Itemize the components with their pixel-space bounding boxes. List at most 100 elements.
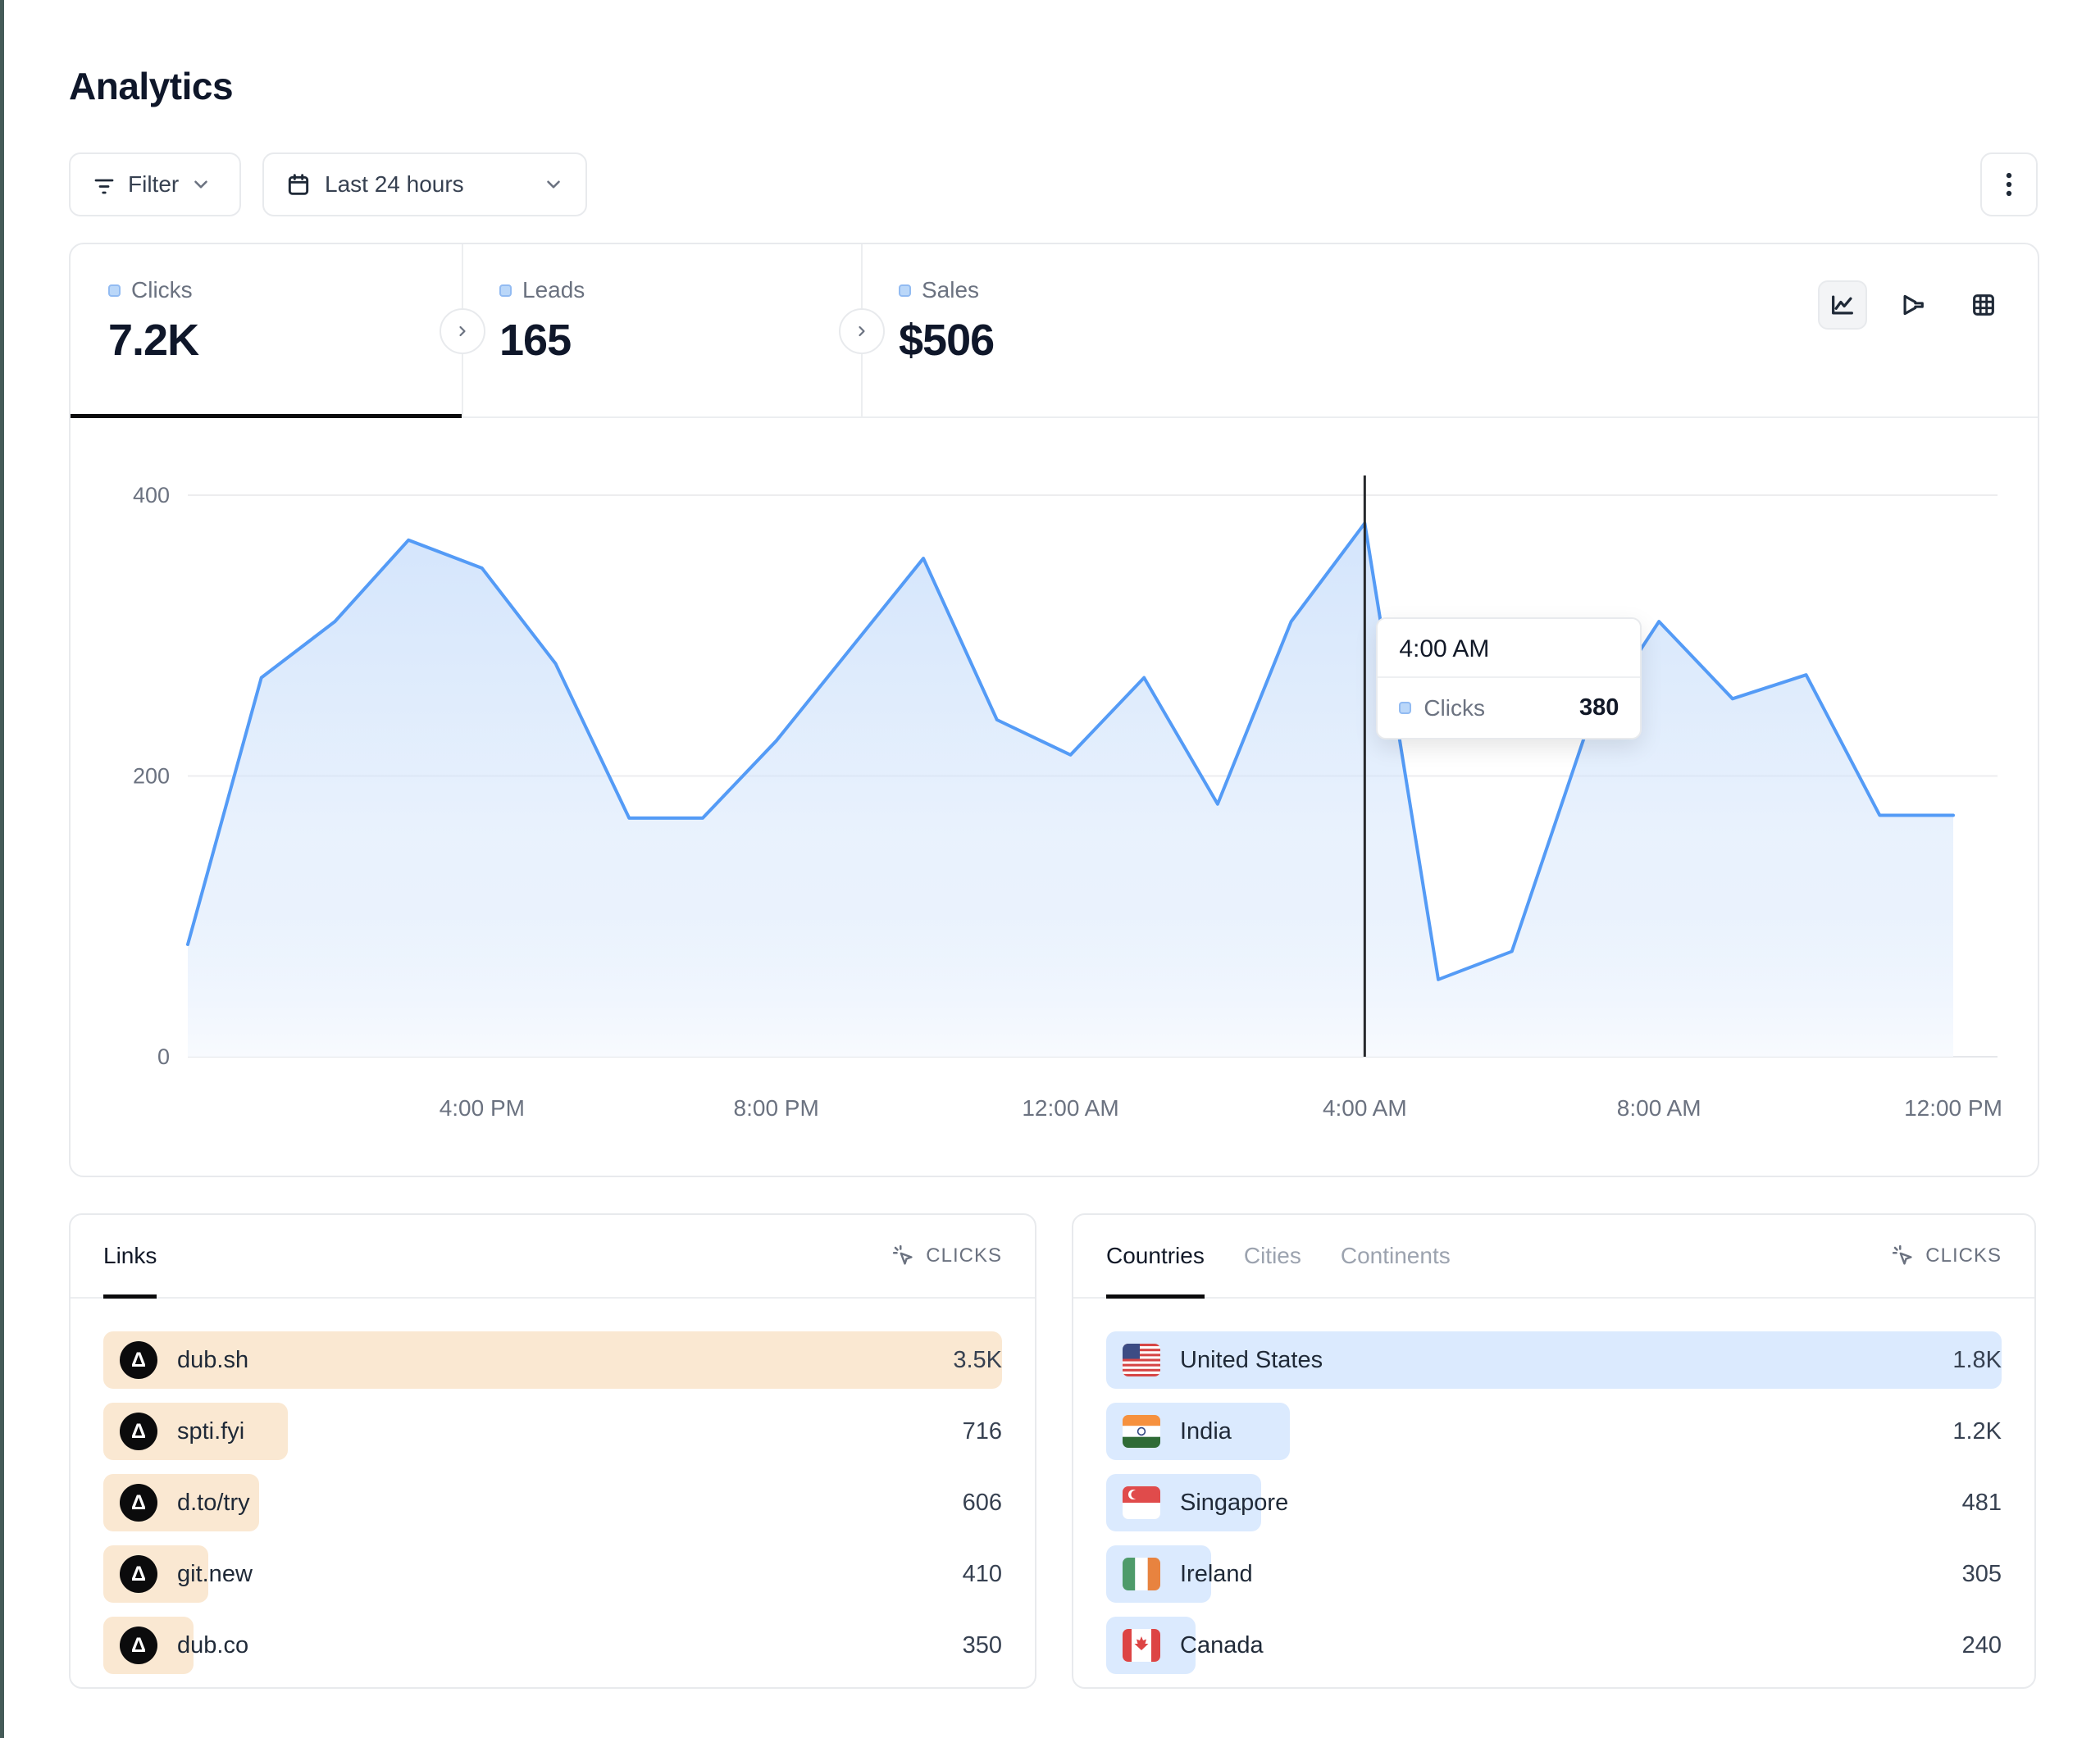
tooltip-divider <box>1378 676 1641 678</box>
more-options-button[interactable] <box>1980 152 2038 216</box>
analytics-card: Clicks 7.2K Leads 165 Sales $506 <box>69 243 2039 1177</box>
row-label: Singapore <box>1180 1489 1289 1516</box>
chevron-down-icon <box>194 180 208 189</box>
links-tab-label: Links <box>103 1243 157 1268</box>
cities-tab-label: Cities <box>1243 1243 1301 1268</box>
expand-leads-chevron-button[interactable] <box>839 308 885 354</box>
page-title: Analytics <box>69 65 234 107</box>
sg-flag-icon <box>1123 1486 1160 1519</box>
y-axis-tick-label: 200 <box>133 764 170 789</box>
row-bar: Δ <box>103 1403 288 1460</box>
row-value: 1.2K <box>1952 1417 2002 1445</box>
tooltip-series-label: Clicks <box>1424 694 1485 721</box>
clicks-area-fill <box>188 523 1953 1057</box>
row-label: Ireland <box>1180 1560 1253 1587</box>
window-edge-strip <box>0 0 4 1738</box>
cursor-click-icon <box>893 1244 913 1265</box>
row-bar <box>1106 1617 1196 1674</box>
countries-card: Countries Cities Continents CLICKS Unit <box>1072 1213 2036 1689</box>
tab-links[interactable]: Links <box>103 1215 157 1299</box>
table-row[interactable]: Ireland 305 <box>1106 1545 2002 1603</box>
clicks-tab-label: Clicks <box>131 277 193 303</box>
x-axis-tick-label: 8:00 AM <box>1617 1095 1701 1121</box>
dub-logo-icon: Δ <box>120 1627 157 1664</box>
ca-flag-icon <box>1123 1629 1160 1662</box>
filter-button-label: Filter <box>128 171 180 197</box>
chart-tooltip: 4:00 AM Clicks 380 <box>1376 617 1642 739</box>
row-label: dub.sh <box>177 1346 249 1373</box>
date-range-label: Last 24 hours <box>325 171 464 197</box>
row-label: d.to/try <box>177 1489 250 1516</box>
filter-button[interactable]: Filter <box>69 152 241 216</box>
us-flag-icon <box>1123 1344 1160 1376</box>
row-label: United States <box>1180 1346 1323 1373</box>
row-value: 716 <box>962 1417 1002 1445</box>
clicks-tab-value: 7.2K <box>108 316 199 365</box>
row-label: Canada <box>1180 1631 1264 1658</box>
expand-clicks-chevron-button[interactable] <box>440 308 485 354</box>
y-axis-tick-label: 400 <box>133 483 170 507</box>
tab-continents[interactable]: Continents <box>1341 1215 1451 1297</box>
row-value: 350 <box>962 1631 1002 1658</box>
countries-metric-header-label: CLICKS <box>1925 1244 2002 1267</box>
date-range-button[interactable]: Last 24 hours <box>262 152 587 216</box>
table-view-button[interactable] <box>1959 280 2008 330</box>
stats-tabs-row: Clicks 7.2K Leads 165 Sales $506 <box>71 244 2038 418</box>
funnel-view-button[interactable] <box>1888 280 1938 330</box>
tab-cities[interactable]: Cities <box>1244 1215 1301 1297</box>
in-flag-icon <box>1123 1415 1160 1448</box>
tab-countries[interactable]: Countries <box>1106 1215 1205 1299</box>
table-row[interactable]: India 1.2K <box>1106 1403 2002 1460</box>
row-label: spti.fyi <box>177 1417 245 1445</box>
chevron-down-icon <box>547 180 560 189</box>
clicks-time-series-chart[interactable]: 0 200 400 4:00 PM 8:00 PM 12:00 AM 4:00 AM 8:00… <box>71 418 2038 1176</box>
tooltip-legend-square-icon <box>1399 702 1412 714</box>
cursor-click-icon <box>1893 1244 1912 1265</box>
row-value: 3.5K <box>953 1346 1002 1373</box>
dub-logo-icon: Δ <box>120 1555 157 1593</box>
line-chart-view-button[interactable] <box>1818 280 1867 330</box>
links-metric-header[interactable]: CLICKS <box>891 1244 1002 1268</box>
row-value: 410 <box>962 1560 1002 1587</box>
table-row[interactable]: United States 1.8K <box>1106 1331 2002 1389</box>
active-tab-underline <box>71 414 462 418</box>
row-label: dub.co <box>177 1631 249 1658</box>
row-value: 305 <box>1961 1560 2002 1587</box>
leads-tab-value: 165 <box>499 316 572 365</box>
row-bar: Δ <box>103 1545 209 1603</box>
stat-tab-sales[interactable]: Sales $506 <box>861 244 1271 416</box>
x-axis-tick-label: 4:00 AM <box>1323 1095 1407 1121</box>
stat-tab-clicks[interactable]: Clicks 7.2K <box>71 244 462 418</box>
kebab-menu-icon <box>2006 172 2012 197</box>
x-axis-tick-label: 12:00 AM <box>1022 1095 1118 1121</box>
table-row[interactable]: Singapore 481 <box>1106 1474 2002 1531</box>
leads-tab-label: Leads <box>522 277 585 303</box>
stat-tab-leads[interactable]: Leads 165 <box>462 244 861 416</box>
row-value: 1.8K <box>1952 1346 2002 1373</box>
countries-row-list: United States 1.8K India 1.2K Singapore 481… <box>1106 1331 2002 1688</box>
row-bar <box>1106 1474 1261 1531</box>
row-bar: Δ <box>103 1474 259 1531</box>
row-bar <box>1106 1545 1211 1603</box>
dub-logo-icon: Δ <box>120 1413 157 1450</box>
leads-legend-square-icon <box>499 284 512 297</box>
row-value: 606 <box>962 1489 1002 1516</box>
countries-metric-header[interactable]: CLICKS <box>1891 1244 2002 1268</box>
dub-logo-icon: Δ <box>120 1484 157 1522</box>
table-row[interactable]: Canada 240 <box>1106 1617 2002 1674</box>
clicks-legend-square-icon <box>108 284 121 297</box>
row-bar <box>1106 1331 2002 1389</box>
x-axis-tick-label: 4:00 PM <box>440 1095 525 1121</box>
tooltip-time: 4:00 AM <box>1399 635 1490 662</box>
sales-tab-label: Sales <box>922 277 980 303</box>
countries-tab-label: Countries <box>1106 1243 1205 1268</box>
calendar-icon <box>288 174 309 195</box>
x-axis-tick-label: 12:00 PM <box>1904 1095 2002 1121</box>
